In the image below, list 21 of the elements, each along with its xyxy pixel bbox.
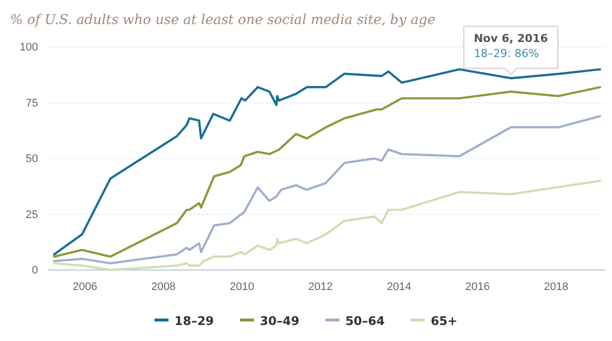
- x-tick-label: 2014: [386, 280, 412, 293]
- x-tick-label: 2010: [230, 280, 254, 293]
- x-tick-label: 2012: [308, 280, 333, 293]
- line-series: [53, 115, 602, 264]
- y-tick-label: 100: [20, 42, 38, 54]
- x-tick-label: 2006: [72, 280, 98, 293]
- chart-title: % of U.S. adults who use at least one social media site, by age: [10, 12, 436, 28]
- legend-label: 30–49: [260, 314, 300, 328]
- y-tick-label: 0: [32, 264, 38, 277]
- annotation: 18–29: 86%: [474, 47, 539, 60]
- y-tick-label: 50: [26, 153, 38, 166]
- legend-label: 18–29: [174, 314, 214, 328]
- y-tick-label: 75: [26, 97, 38, 110]
- x-tick-label: 2016: [465, 280, 490, 293]
- x-tick-label: 2018: [544, 280, 568, 293]
- x-tick-label: 2008: [151, 280, 176, 293]
- y-tick-label: 25: [26, 208, 38, 221]
- line-series: [53, 180, 602, 272]
- legend-label: 65+: [430, 314, 458, 328]
- legend-label: 50–64: [345, 314, 385, 328]
- annotation: Nov 6, 2016: [474, 32, 548, 46]
